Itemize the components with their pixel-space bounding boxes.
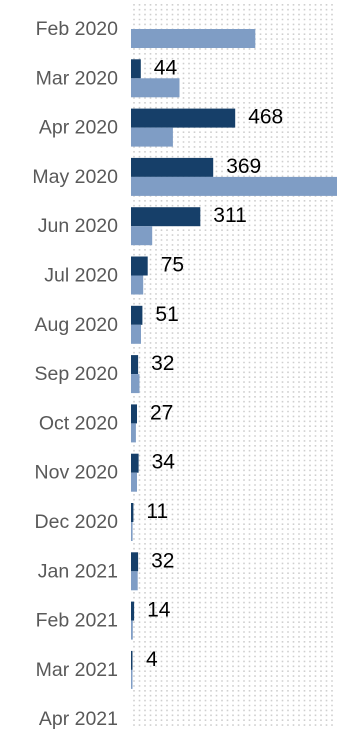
bar-series-2 bbox=[131, 472, 137, 492]
data-label: 468 bbox=[248, 106, 283, 129]
data-label: 32 bbox=[151, 549, 174, 572]
bar-series-2 bbox=[131, 374, 140, 394]
data-label: 311 bbox=[213, 204, 246, 227]
bar-series-1 bbox=[131, 59, 141, 79]
bar-series-2 bbox=[131, 127, 173, 147]
bar-series-2 bbox=[131, 522, 133, 541]
bar-series-2 bbox=[131, 176, 337, 196]
category-label: Apr 2021 bbox=[39, 708, 118, 730]
bar-series-2 bbox=[131, 78, 180, 98]
bar-series-1 bbox=[131, 503, 134, 522]
category-label: Oct 2020 bbox=[39, 412, 118, 434]
category-label: Nov 2020 bbox=[35, 462, 119, 484]
category-label: Dec 2020 bbox=[35, 511, 119, 533]
bar-series-1 bbox=[131, 601, 135, 621]
category-label: Mar 2021 bbox=[36, 659, 118, 681]
bar-series-2 bbox=[131, 226, 153, 246]
category-label: Jan 2021 bbox=[38, 560, 118, 582]
data-label: 32 bbox=[151, 352, 174, 375]
category-label: Mar 2020 bbox=[36, 67, 119, 89]
data-label: 369 bbox=[226, 155, 261, 178]
bar-series-2 bbox=[131, 571, 138, 591]
category-label: Feb 2021 bbox=[36, 610, 118, 632]
bar-series-1 bbox=[131, 157, 214, 177]
bar-series-1 bbox=[131, 207, 201, 227]
bar-series-2 bbox=[131, 29, 256, 48]
category-label: May 2020 bbox=[32, 166, 118, 188]
category-label: Apr 2020 bbox=[39, 117, 118, 139]
bar-series-1 bbox=[131, 355, 139, 375]
data-label: 11 bbox=[146, 500, 168, 523]
category-label: Sep 2020 bbox=[35, 363, 119, 385]
category-label: Aug 2020 bbox=[35, 314, 119, 336]
data-label: 34 bbox=[152, 451, 176, 474]
data-label: 4 bbox=[146, 648, 158, 671]
bar-series-1 bbox=[131, 650, 133, 670]
bar-series-1 bbox=[131, 453, 139, 473]
category-label: Feb 2020 bbox=[36, 18, 119, 40]
bar-series-1 bbox=[131, 404, 137, 424]
bar-series-1 bbox=[131, 552, 139, 572]
bar-series-1 bbox=[131, 108, 236, 128]
category-label: Jun 2020 bbox=[38, 215, 118, 237]
data-label: 75 bbox=[161, 254, 184, 277]
bar-series-2 bbox=[131, 669, 133, 689]
data-label: 14 bbox=[147, 599, 171, 622]
bar-series-2 bbox=[131, 423, 136, 443]
bar-series-2 bbox=[131, 620, 133, 640]
bar-series-1 bbox=[131, 305, 143, 325]
category-label: Jul 2020 bbox=[44, 265, 118, 287]
bar-series-2 bbox=[131, 275, 144, 295]
bar-series-1 bbox=[131, 256, 148, 276]
bar-series-2 bbox=[131, 324, 141, 344]
data-label: 27 bbox=[150, 401, 173, 424]
data-label: 44 bbox=[154, 56, 178, 79]
data-label: 51 bbox=[155, 303, 178, 326]
